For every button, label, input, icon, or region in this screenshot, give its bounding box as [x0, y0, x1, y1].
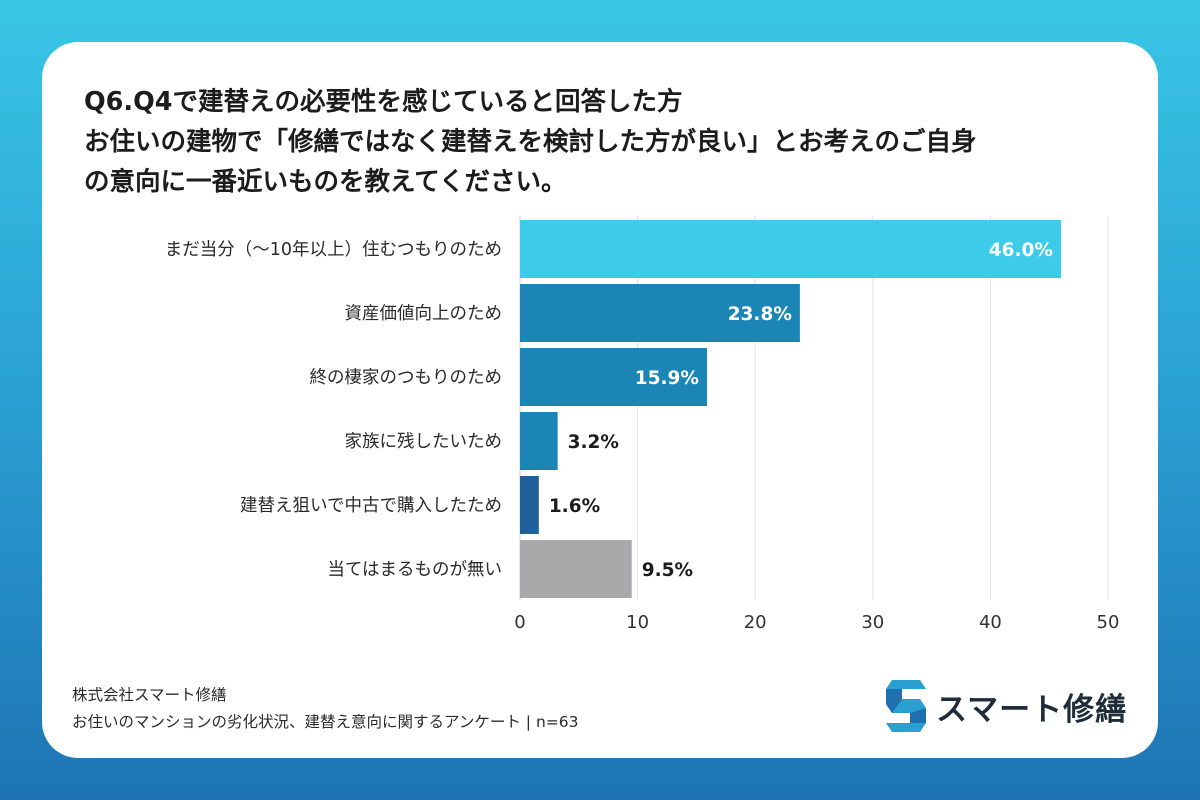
footer-company: 株式会社スマート修繕 [72, 686, 227, 704]
category-label: 終の棲家のつもりのため [310, 368, 503, 388]
data-label: 1.6% [549, 496, 600, 517]
category-label: 建替え狙いで中古で購入したため [240, 496, 502, 516]
x-tick-label: 40 [979, 612, 1002, 633]
category-label: 資産価値向上のため [345, 304, 503, 324]
bar [520, 540, 632, 598]
data-label: 46.0% [989, 240, 1053, 261]
bar [520, 348, 707, 406]
title-line-1: Q6.Q4で建替えの必要性を感じていると回答した方 [84, 87, 683, 117]
x-tick-label: 20 [744, 612, 767, 633]
title-line-2: お住いの建物で「修繕ではなく建替えを検討した方が良い」とお考えのご自身 [84, 127, 977, 157]
logo-text: スマート修繕 [936, 691, 1128, 728]
data-label: 23.8% [728, 304, 792, 325]
data-label: 15.9% [635, 368, 699, 389]
footer-source: お住いのマンションの劣化状況、建替え意向に関するアンケート | n=63 [72, 713, 579, 731]
title-line-3: の意向に一番近いものを教えてください。 [84, 167, 567, 197]
chart-title: Q6.Q4で建替えの必要性を感じていると回答した方 お住いの建物で「修繕ではなく… [84, 82, 1124, 202]
footer: 株式会社スマート修繕 お住いのマンションの劣化状況、建替え意向に関するアンケート… [72, 682, 579, 736]
bar [520, 476, 539, 534]
data-label: 9.5% [642, 560, 693, 581]
card: Q6.Q4で建替えの必要性を感じていると回答した方 お住いの建物で「修繕ではなく… [42, 42, 1158, 758]
x-tick-label: 10 [626, 612, 649, 633]
s-logo-icon [886, 680, 926, 732]
bar [520, 412, 558, 470]
x-tick-label: 50 [1097, 612, 1120, 633]
category-label: 当てはまるものが無い [327, 560, 502, 580]
x-tick-label: 0 [514, 612, 525, 633]
data-label: 3.2% [568, 432, 619, 453]
x-tick-label: 30 [861, 612, 884, 633]
category-label: まだ当分（〜10年以上）住むつもりのため [165, 240, 502, 260]
category-label: 家族に残したいため [345, 432, 503, 452]
bar [520, 284, 800, 342]
bar [520, 220, 1061, 278]
bar-chart: 0 10 20 30 40 50 まだ当分（〜10年以上）住むつもりのため 46.0% 資産価値… [165, 216, 1120, 633]
brand-logo: スマート修繕 [886, 680, 1127, 732]
